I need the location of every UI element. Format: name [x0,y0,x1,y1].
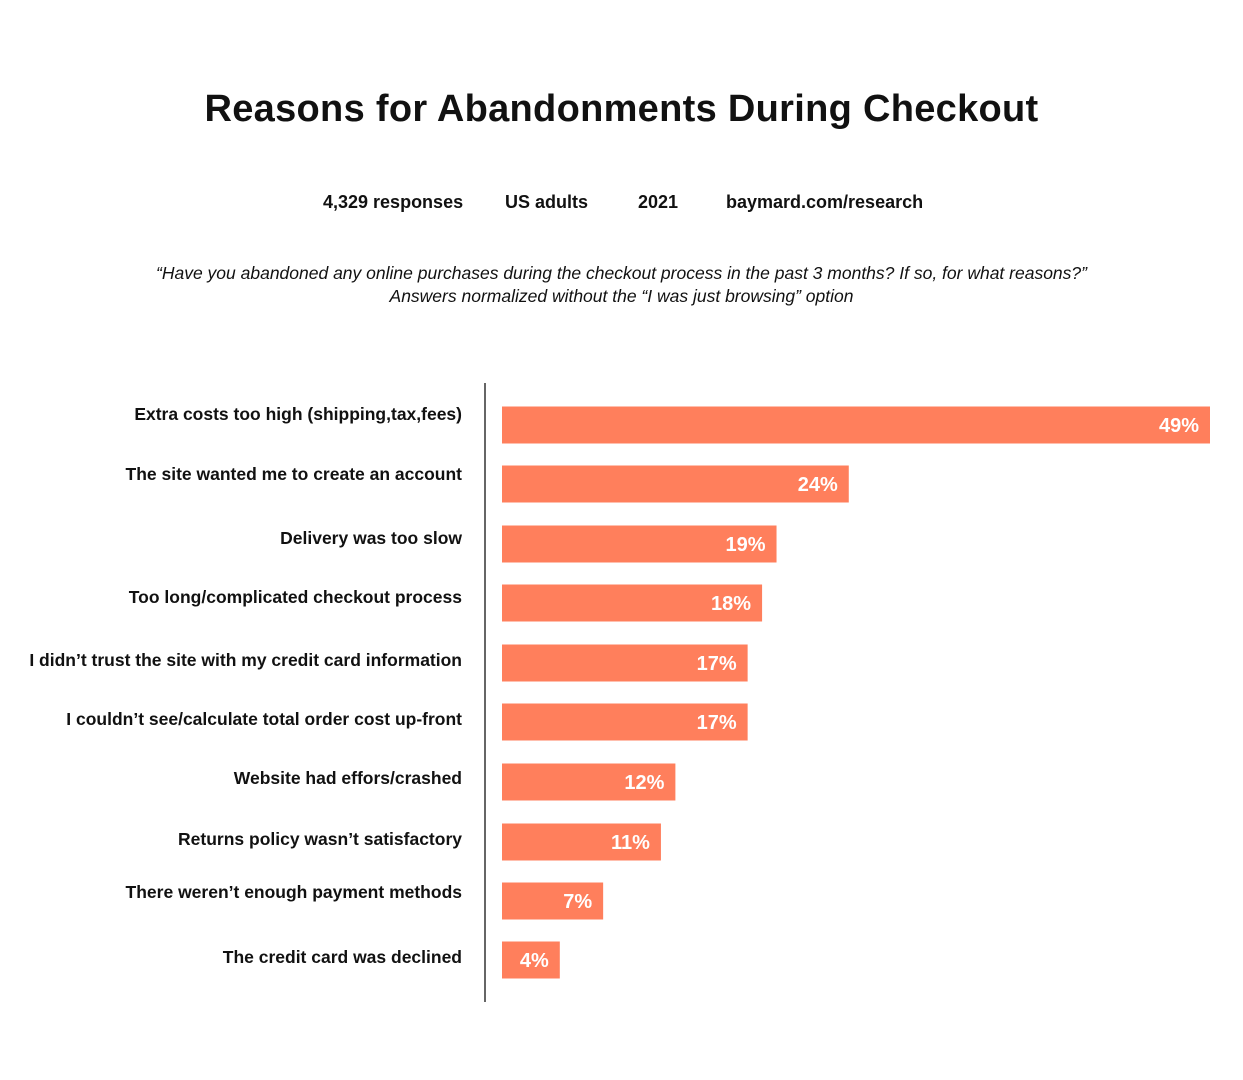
survey-question: “Have you abandoned any online purchases… [156,263,1087,283]
value-label-9: 7% [563,891,592,913]
bar-5 [502,644,748,682]
bar-7 [502,763,676,801]
value-label-2: 24% [798,474,838,496]
bar-8 [502,823,661,861]
meta-population: US adults [505,192,589,212]
category-label-3: Delivery was too slow [280,528,462,548]
bar-6 [502,703,748,741]
category-label-4: Too long/complicated checkout process [129,587,462,607]
bar-2 [502,465,849,503]
value-label-7: 12% [624,772,664,794]
category-label-6: I couldn’t see/calculate total order cos… [66,709,462,729]
meta-year: 2021 [638,192,679,212]
value-label-8: 11% [611,832,650,854]
category-label-7: Website had effors/crashed [234,768,462,788]
category-label-9: There weren’t enough payment methods [126,882,463,902]
meta-source: baymard.com/research [726,192,924,212]
bars-group: 49% Extra costs too high (shipping,tax,fe… [29,404,1210,979]
category-label-1: Extra costs too high (shipping,tax,fees) [134,404,462,424]
category-label-8: Returns policy wasn’t satisfactory [178,829,462,849]
value-label-3: 19% [725,534,765,556]
value-label-10: 4% [520,950,549,972]
chart-title: Reasons for Abandonments During Checkout [204,88,1039,130]
bar-3 [502,525,777,563]
value-label-5: 17% [697,653,737,675]
bar-10 [502,941,560,979]
category-label-5: I didn’t trust the site with my credit c… [29,650,462,670]
category-label-10: The credit card was declined [223,947,462,967]
bar-4 [502,584,763,622]
category-label-2: The site wanted me to create an account [126,464,463,484]
value-label-6: 17% [697,712,737,734]
bar-9 [502,882,604,920]
bar-1 [502,406,1210,444]
survey-note: Answers normalized without the “I was ju… [389,286,854,306]
value-label-4: 18% [711,593,751,615]
meta-responses: 4,329 responses [323,192,464,212]
value-label-1: 49% [1159,415,1199,437]
